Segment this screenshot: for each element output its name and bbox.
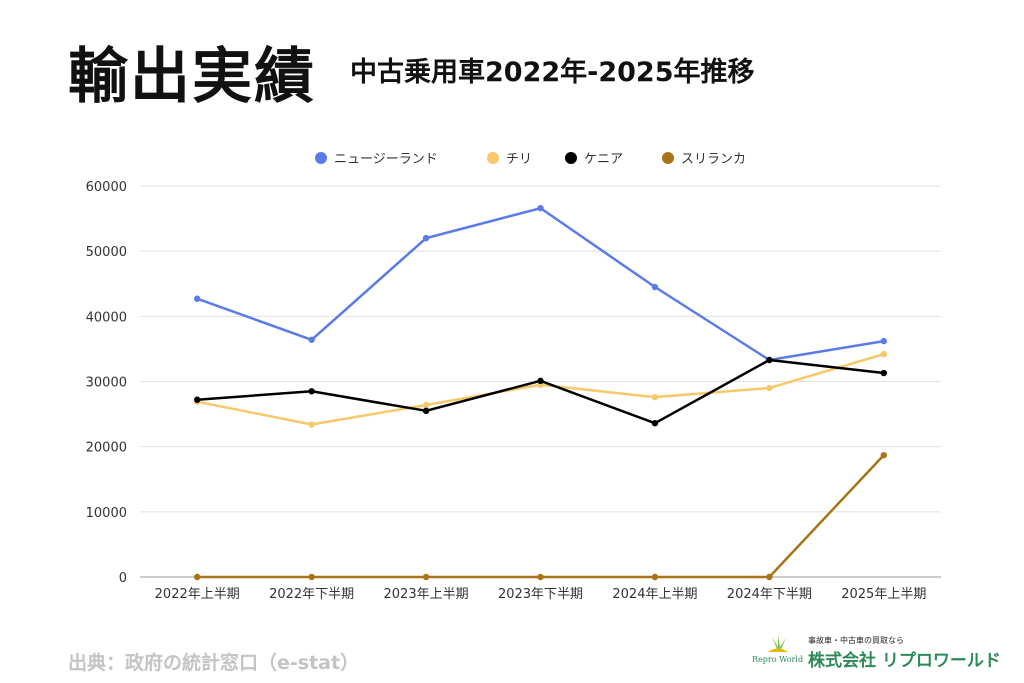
data-point bbox=[308, 421, 315, 428]
x-tick-label: 2025年上半期 bbox=[841, 587, 926, 602]
page-subtitle: 中古乗用車2022年-2025年推移 bbox=[350, 57, 755, 88]
legend-label: ニュージーランド bbox=[334, 152, 438, 167]
data-point bbox=[537, 573, 544, 581]
data-point bbox=[651, 283, 659, 291]
series-line bbox=[197, 358, 884, 425]
data-point bbox=[880, 350, 887, 358]
y-tick-label: 10000 bbox=[86, 506, 127, 521]
data-point bbox=[422, 401, 430, 409]
leaf-logo-icon bbox=[768, 635, 788, 652]
legend-label: ケニア bbox=[584, 152, 623, 167]
legend-label: スリランカ bbox=[681, 152, 746, 167]
y-tick-label: 30000 bbox=[86, 376, 127, 391]
brand-name: Repro World bbox=[752, 655, 804, 664]
y-tick-label: 60000 bbox=[86, 180, 127, 195]
x-tick-label: 2023年上半期 bbox=[384, 587, 469, 602]
data-point bbox=[194, 396, 201, 403]
data-point bbox=[308, 388, 315, 395]
data-point bbox=[766, 573, 773, 581]
legend-label: チリ bbox=[506, 152, 532, 167]
data-point bbox=[194, 295, 201, 302]
x-tick-label: 2022年下半期 bbox=[269, 587, 354, 602]
series-line bbox=[197, 454, 885, 579]
data-point bbox=[880, 369, 887, 377]
series-line bbox=[196, 352, 885, 426]
company-logo: Repro World 事故車・中古車の買取なら 株式会社 リプロワールド bbox=[752, 633, 1002, 673]
data-point bbox=[880, 451, 887, 459]
data-point bbox=[651, 393, 659, 401]
page-title: 輸出実績 bbox=[68, 42, 316, 112]
data-point bbox=[651, 573, 659, 581]
data-point bbox=[308, 573, 315, 581]
x-tick-label: 2022年上半期 bbox=[155, 587, 240, 602]
data-point bbox=[880, 337, 887, 345]
legend-marker bbox=[315, 152, 327, 164]
legend-marker bbox=[487, 152, 499, 164]
data-point bbox=[537, 377, 544, 385]
x-tick-label: 2024年下半期 bbox=[727, 587, 812, 602]
x-tick-label: 2023年下半期 bbox=[498, 587, 583, 602]
data-point bbox=[422, 573, 430, 581]
series-line bbox=[196, 206, 884, 362]
y-tick-label: 50000 bbox=[86, 245, 127, 260]
source-note: 出典：政府の統計窓口（e-stat） bbox=[68, 652, 360, 674]
x-tick-label: 2024年上半期 bbox=[612, 587, 697, 602]
y-tick-label: 20000 bbox=[86, 441, 127, 456]
data-point bbox=[308, 336, 315, 343]
data-point bbox=[194, 573, 201, 581]
data-point bbox=[537, 204, 544, 212]
y-tick-label: 40000 bbox=[86, 310, 127, 325]
legend-marker bbox=[565, 152, 577, 164]
data-point bbox=[766, 384, 773, 392]
company-name: 株式会社 リプロワールド bbox=[808, 651, 1001, 671]
logo-tagline: 事故車・中古車の買取なら bbox=[808, 636, 904, 645]
data-point bbox=[651, 420, 659, 427]
y-tick-label: 0 bbox=[119, 571, 127, 586]
data-point bbox=[422, 234, 430, 242]
data-point bbox=[766, 356, 773, 364]
data-point bbox=[422, 407, 430, 415]
legend-marker bbox=[662, 152, 674, 164]
